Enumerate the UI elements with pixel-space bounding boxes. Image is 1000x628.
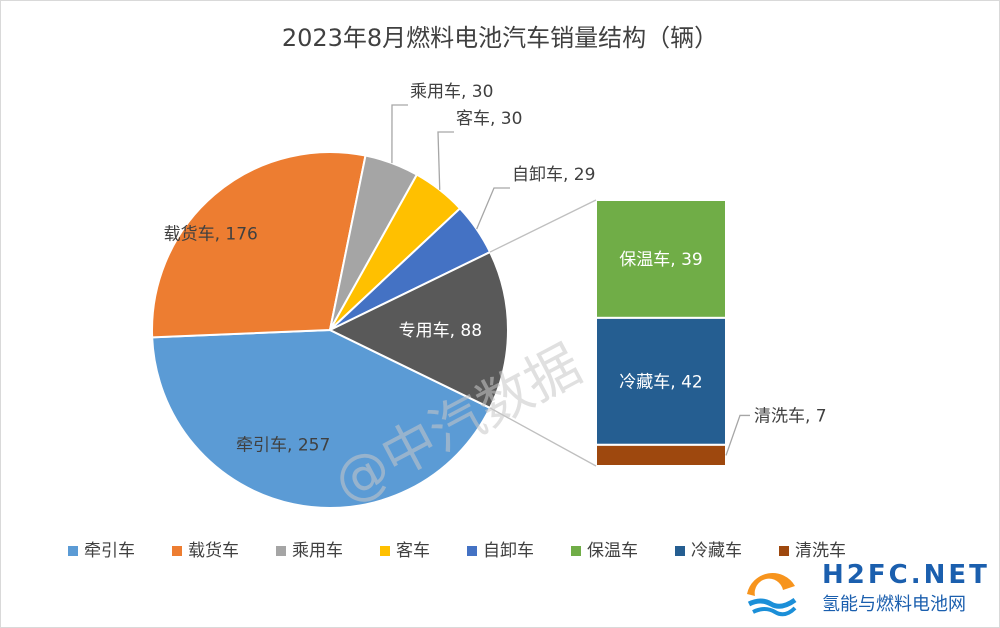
legend-item-载货车: 载货车 [172,541,239,561]
logo-brand: H2FC.NET [822,560,990,590]
legend-swatch [467,546,477,556]
leader-line-自卸车 [476,187,510,230]
legend-item-客车: 客车 [380,541,430,561]
legend-label: 载货车 [188,541,239,561]
leader-line-清洗车 [725,414,750,456]
legend-label: 客车 [396,541,430,561]
legend-item-保温车: 保温车 [571,541,638,561]
legend-item-自卸车: 自卸车 [467,541,534,561]
pie-slice-牵引车 [151,328,492,509]
legend-item-牵引车: 牵引车 [68,541,135,561]
legend: 牵引车 载货车 乘用车 客车 自卸车 保温车 冷藏车 清洗车 [68,541,846,561]
data-labels: 牵引车, 257 载货车, 176 专用车, 88 乘用车, 30 客车, 30 自卸车,… [164,82,827,456]
data-label-冷藏车: 冷藏车, 42 [619,372,702,392]
legend-item-冷藏车: 冷藏车 [675,541,742,561]
legend-label: 清洗车 [795,541,846,561]
data-label-牵引车: 牵引车, 257 [236,436,330,456]
legend-swatch [779,546,789,556]
data-label-乘用车: 乘用车, 30 [410,82,493,102]
leader-line-客车 [437,131,454,190]
bar-segment-清洗车 [595,443,727,468]
bar-segment-冷藏车 [595,316,727,446]
legend-label: 冷藏车 [691,541,742,561]
legend-swatch [68,546,78,556]
logo-wave-icon [745,564,797,617]
breakdown-bar [595,199,727,468]
data-label-载货车: 载货车, 176 [164,225,258,245]
site-logo: H2FC.NET 氢能与燃料电池网 [745,560,990,617]
pie-slices [151,151,509,509]
legend-label: 自卸车 [483,541,534,561]
data-label-客车: 客车, 30 [456,109,522,129]
connector-line-bottom [489,407,597,467]
legend-item-清洗车: 清洗车 [779,541,846,561]
pie-slice-专用车 [327,250,509,410]
pie-slice-载货车 [151,151,367,339]
leader-lines [391,104,750,467]
data-label-清洗车: 清洗车, 7 [754,406,827,426]
data-label-保温车: 保温车, 39 [619,250,702,270]
logo-tagline: 氢能与燃料电池网 [822,594,966,615]
legend-swatch [276,546,286,556]
data-label-专用车: 专用车, 88 [399,321,482,341]
data-label-自卸车: 自卸车, 29 [512,165,595,185]
legend-swatch [571,546,581,556]
legend-label: 牵引车 [84,541,135,561]
legend-swatch [380,546,390,556]
legend-item-乘用车: 乘用车 [276,541,343,561]
legend-label: 乘用车 [292,541,343,561]
connector-line-top [489,199,597,253]
leader-line-乘用车 [391,104,408,164]
legend-label: 保温车 [587,541,638,561]
chart-title: 2023年8月燃料电池汽车销量结构（辆） [282,24,718,52]
legend-swatch [172,546,182,556]
legend-swatch [675,546,685,556]
